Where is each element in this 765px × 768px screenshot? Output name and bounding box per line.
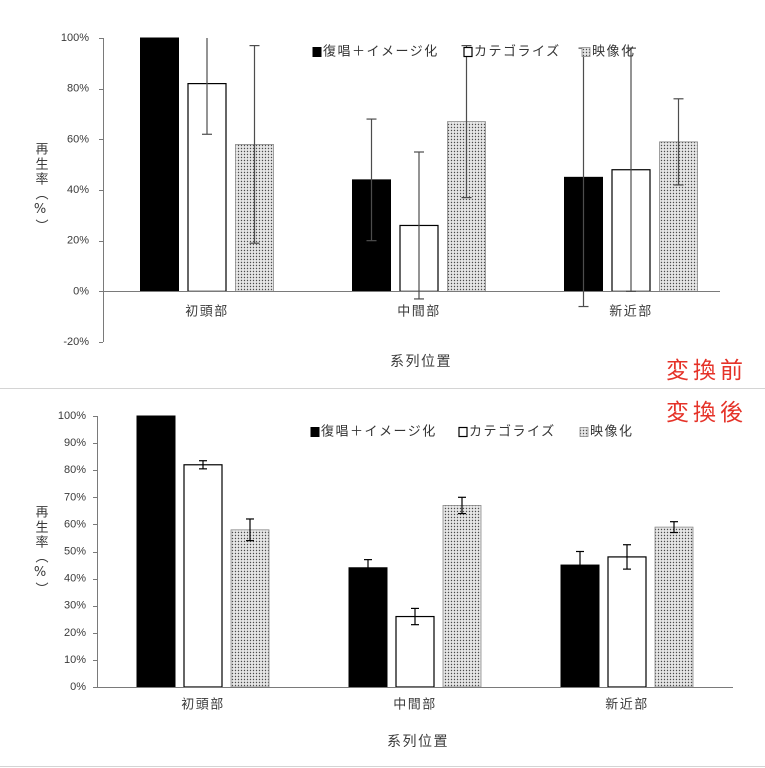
y-tick-label: 0% [73, 285, 89, 297]
bar-series3-category1 [230, 529, 270, 688]
error-bar-series1-category3 [576, 550, 584, 580]
bar-series3-category2 [442, 505, 482, 688]
x-axis-title: 系列位置 [387, 734, 449, 750]
legend-swatch-series3 [581, 47, 591, 57]
y-tick-label: 60% [64, 518, 86, 530]
legend-label-series3: 映像化 [592, 45, 636, 60]
error-bar-series2-category2 [414, 151, 424, 300]
legend: 復唱＋イメージ化 カテゴライズ 映像化 [312, 44, 636, 60]
chart-after: 0% 10% 20% 30% 40% 50% 60% 70% 80% 90% 100% 初頭部 中間部 新… [58, 410, 733, 750]
legend-swatch-series1 [310, 427, 320, 437]
legend-swatch-series2 [458, 426, 468, 438]
annotation-before-label: 変換前 [666, 358, 747, 384]
y-tick-label: 80% [64, 464, 86, 476]
legend-swatch-series1 [312, 47, 322, 57]
error-bar-series1-category2 [364, 559, 372, 577]
category-label: 新近部 [609, 304, 653, 320]
error-bar-series2-category2 [411, 607, 419, 626]
error-bar-series3-category3 [673, 98, 684, 186]
bar-series2-category3 [607, 556, 647, 688]
legend-label-series2: カテゴライズ [469, 424, 556, 440]
y-tick-label: 30% [64, 600, 86, 612]
x-axis-title: 系列位置 [390, 354, 452, 370]
y-tick-label: 50% [64, 546, 86, 558]
legend-label-series3: 映像化 [590, 425, 634, 440]
category-label: 初頭部 [185, 305, 229, 320]
y-tick-label: 60% [67, 133, 89, 145]
error-bar-series2-category3 [626, 47, 636, 292]
y-tick-label: 40% [64, 573, 86, 585]
category-label: 中間部 [393, 698, 437, 713]
y-axis-title-before: 再生率（%） [32, 142, 48, 234]
legend-label-series1: 復唱＋イメージ化 [321, 424, 437, 440]
bar-series1-category2 [348, 567, 388, 688]
bar-series2-category2 [395, 615, 435, 688]
bar-series3-category3 [654, 526, 694, 688]
y-tick-label: 10% [64, 654, 86, 666]
legend-label-series1: 復唱＋イメージ化 [323, 44, 439, 60]
y-tick-label: 100% [61, 32, 89, 44]
y-tick-label: -20% [63, 336, 89, 348]
legend: 復唱＋イメージ化 カテゴライズ 映像化 [310, 424, 634, 440]
error-bar-series2-category3 [623, 544, 631, 570]
category-label: 初頭部 [181, 698, 225, 713]
legend-label-series2: カテゴライズ [474, 44, 561, 60]
error-bar-series1-category2 [366, 118, 377, 242]
y-tick-label: 0% [70, 681, 86, 693]
legend-swatch-series3 [579, 427, 589, 437]
error-bar-series3-category1 [246, 518, 254, 542]
bar-series1-category1 [140, 37, 179, 292]
y-tick-label: 70% [64, 491, 86, 503]
y-tick-label: 100% [58, 410, 86, 422]
error-bar-series2-category1 [202, 38, 212, 135]
y-tick-label: 40% [67, 184, 89, 196]
y-tick-label: 90% [64, 437, 86, 449]
category-label: 中間部 [397, 305, 441, 320]
y-tick-label: 80% [67, 83, 89, 95]
error-bar-series3-category1 [249, 44, 260, 244]
bar-series1-category3 [560, 564, 600, 688]
bar-series2-category1 [183, 464, 223, 688]
error-bar-series2-category1 [199, 460, 207, 470]
error-bar-series3-category3 [670, 521, 678, 534]
y-tick-label: 20% [67, 235, 89, 247]
bar-series1-category1 [136, 415, 176, 688]
error-bar-series3-category2 [458, 496, 466, 515]
annotation-after-label: 変換後 [666, 400, 747, 426]
category-label: 新近部 [605, 697, 649, 713]
error-bar-series3-category2 [461, 44, 472, 199]
y-axis-title-after: 再生率（%） [32, 505, 48, 597]
y-tick-label: 20% [64, 627, 86, 639]
legend-swatch-series2 [463, 46, 473, 58]
